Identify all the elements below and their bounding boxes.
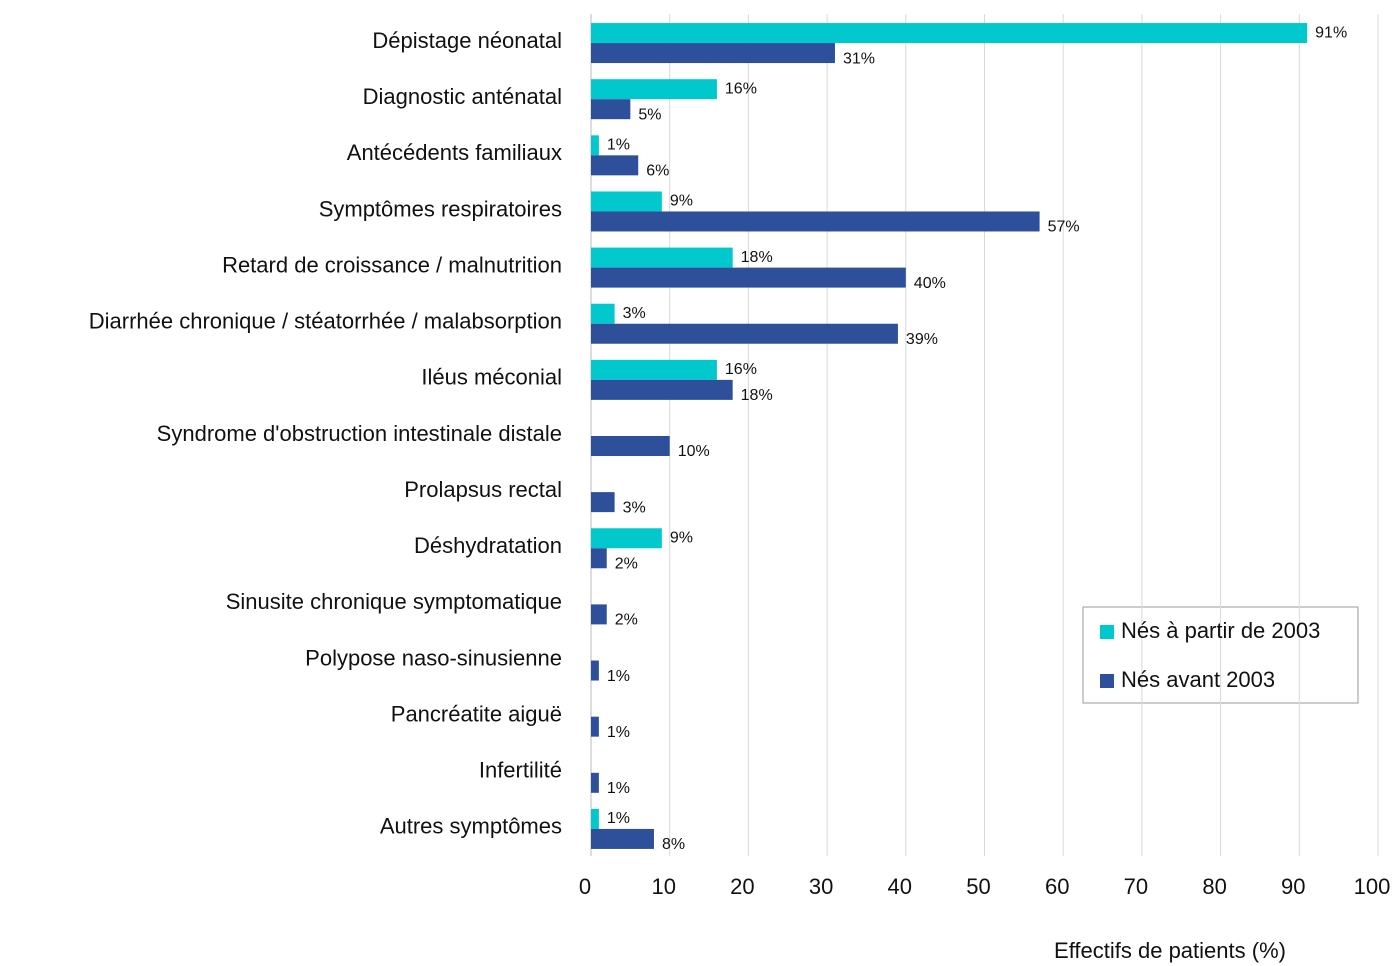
value-label: 2%	[615, 555, 638, 572]
legend-swatch	[1100, 625, 1114, 639]
value-label: 8%	[662, 836, 685, 853]
bar	[591, 247, 733, 268]
category-label: Pancréatite aiguë	[391, 701, 562, 726]
value-label: 1%	[607, 668, 630, 685]
value-label: 57%	[1048, 219, 1080, 236]
value-label: 5%	[638, 106, 661, 123]
category-label: Retard de croissance / malnutrition	[222, 252, 562, 277]
category-label: Prolapsus rectal	[404, 477, 562, 502]
value-label: 91%	[1315, 24, 1347, 41]
bar	[591, 492, 615, 513]
value-label: 6%	[646, 163, 669, 180]
x-tick-label: 90	[1281, 874, 1305, 899]
value-label: 1%	[607, 724, 630, 741]
category-label: Autres symptômes	[380, 814, 562, 839]
bar	[591, 99, 631, 120]
bar	[591, 359, 717, 380]
legend-swatch	[1100, 674, 1114, 688]
value-label: 18%	[741, 387, 773, 404]
category-label: Déshydratation	[414, 533, 562, 558]
bar	[591, 772, 599, 793]
value-label: 2%	[615, 612, 638, 629]
bar	[591, 828, 654, 849]
bar	[591, 528, 662, 549]
x-tick-label: 70	[1124, 874, 1148, 899]
bar	[591, 379, 733, 400]
bar	[591, 716, 599, 737]
x-tick-label: 80	[1202, 874, 1226, 899]
bar	[591, 660, 599, 681]
value-label: 3%	[623, 305, 646, 322]
x-tick-label: 0	[579, 874, 591, 899]
bar	[591, 23, 1308, 44]
category-label: Sinusite chronique symptomatique	[226, 589, 562, 614]
value-label: 16%	[725, 361, 757, 378]
value-label: 1%	[607, 780, 630, 797]
bar	[591, 43, 835, 64]
category-label: Syndrome d'obstruction intestinale dista…	[157, 421, 562, 446]
bar	[591, 155, 639, 176]
bar	[591, 191, 662, 212]
value-label: 39%	[906, 331, 938, 348]
bar	[591, 211, 1040, 232]
bar	[591, 303, 615, 324]
value-label: 31%	[843, 50, 875, 67]
category-label: Diarrhée chronique / stéatorrhée / malab…	[89, 309, 562, 334]
value-label: 18%	[741, 249, 773, 266]
value-label: 16%	[725, 80, 757, 97]
legend-label: Nés avant 2003	[1121, 667, 1275, 692]
x-tick-label: 20	[730, 874, 754, 899]
x-tick-label: 60	[1045, 874, 1069, 899]
category-label: Diagnostic anténatal	[363, 84, 562, 109]
value-label: 1%	[607, 137, 630, 154]
category-label: Iléus méconial	[421, 365, 562, 390]
bar	[591, 808, 599, 829]
category-label: Dépistage néonatal	[372, 28, 562, 53]
bar	[591, 436, 670, 456]
value-label: 3%	[623, 499, 646, 516]
category-label: Infertilité	[479, 758, 562, 783]
bar	[591, 267, 906, 288]
value-label: 10%	[678, 443, 710, 460]
x-tick-label: 30	[809, 874, 833, 899]
value-label: 1%	[607, 810, 630, 827]
bar	[591, 323, 898, 344]
value-label: 9%	[670, 193, 693, 210]
bar	[591, 79, 717, 100]
x-tick-label: 100	[1354, 874, 1391, 899]
x-tick-label: 10	[651, 874, 675, 899]
legend-label: Nés à partir de 2003	[1121, 618, 1320, 643]
value-label: 9%	[670, 529, 693, 546]
bar	[591, 135, 599, 156]
x-tick-label: 50	[966, 874, 990, 899]
value-label: 40%	[914, 275, 946, 292]
category-label: Antécédents familiaux	[347, 140, 562, 165]
category-label: Polypose naso-sinusienne	[305, 645, 562, 670]
x-axis-label: Effectifs de patients (%)	[1054, 938, 1286, 963]
bar	[591, 548, 607, 569]
category-label: Symptômes respiratoires	[319, 196, 562, 221]
x-tick-label: 40	[888, 874, 912, 899]
bar	[591, 604, 607, 625]
